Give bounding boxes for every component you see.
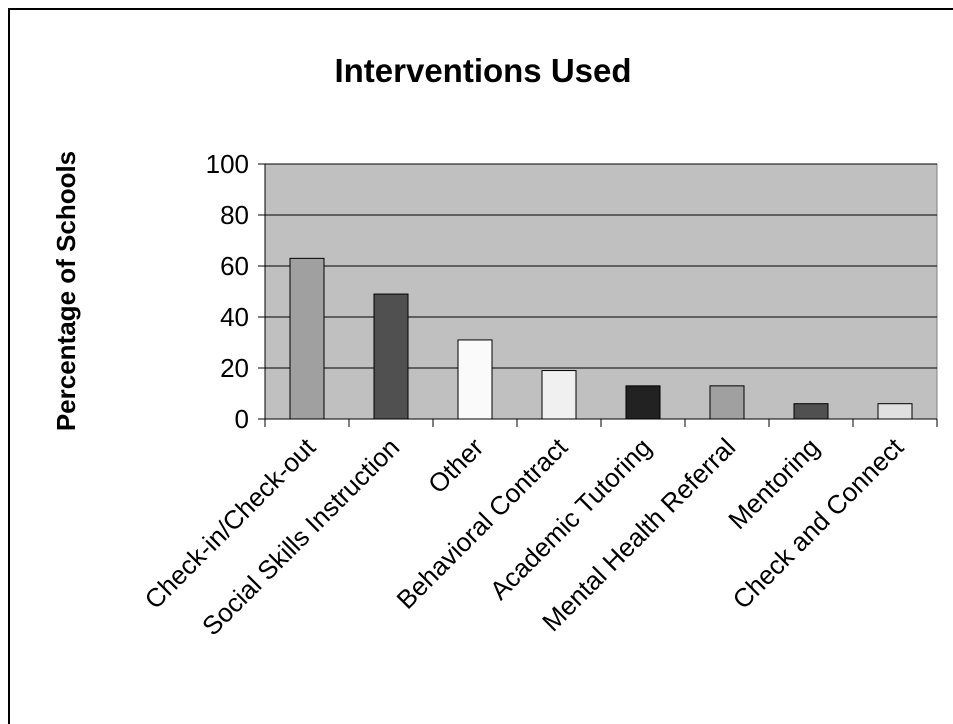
chart-title: Interventions Used [334,52,631,89]
bar [625,385,661,420]
y-tick-label: 60 [220,251,249,281]
y-tick-label: 80 [220,200,249,230]
bar [373,293,409,420]
bar [541,370,577,420]
bar [289,257,325,420]
y-tick-label: 0 [235,404,249,434]
y-tick-label: 100 [206,149,249,179]
bar [709,385,745,420]
plot-area [264,163,938,420]
bar [793,403,829,420]
y-tick-label: 20 [220,353,249,383]
y-tick-label: 40 [220,302,249,332]
bar [877,403,913,420]
bar [457,339,493,420]
y-axis-label: Percentage of Schools [51,151,81,431]
bars [289,257,913,420]
